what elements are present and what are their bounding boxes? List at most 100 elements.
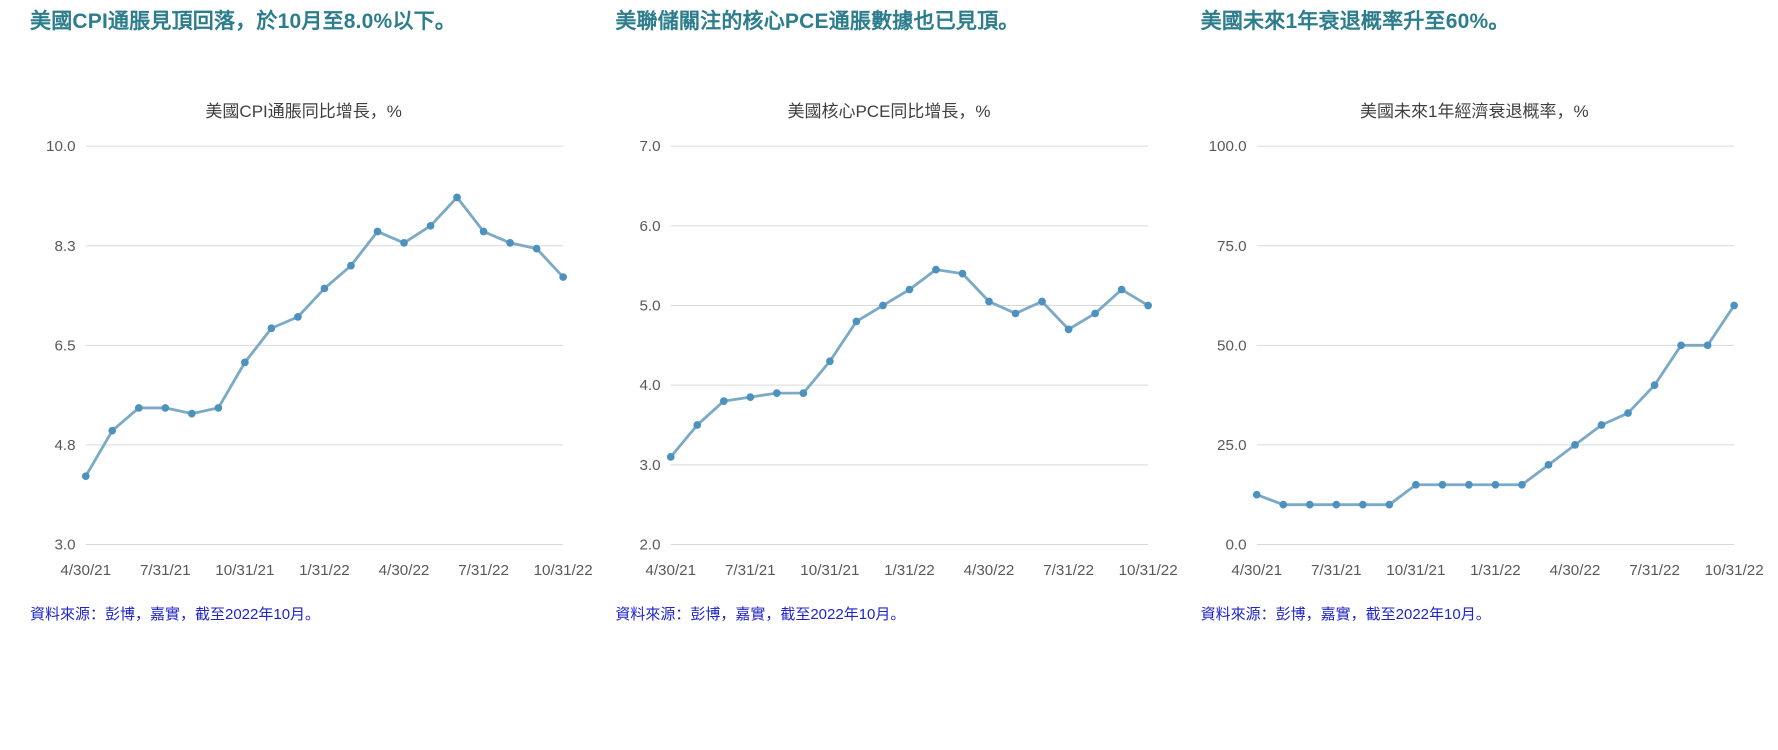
headline-recession-probability: 美國未來1年衰退概率升至60%。 xyxy=(1200,10,1510,33)
data-point-marker xyxy=(1012,309,1020,318)
x-axis-tick-label: 4/30/21 xyxy=(1231,562,1282,579)
x-axis-tick-label: 7/31/21 xyxy=(140,562,191,579)
y-axis-tick-label: 10.0 xyxy=(46,139,76,156)
data-point-marker xyxy=(373,227,382,236)
data-point-marker xyxy=(134,404,143,413)
x-axis-tick-label: 4/30/22 xyxy=(964,562,1015,579)
line-chart-svg: 100.0 75.0 50.0 25.0 0.0 4/30/21 7/31/21 10/31/… xyxy=(1208,139,1763,580)
x-axis-tick-label: 10/31/22 xyxy=(1704,562,1763,579)
x-axis-tick-label: 10/31/22 xyxy=(534,562,593,579)
x-axis-tick-label: 10/31/22 xyxy=(1119,562,1178,579)
data-point-marker xyxy=(1279,501,1287,509)
data-point-marker xyxy=(267,324,276,333)
data-point-marker xyxy=(1358,501,1367,509)
data-point-marker xyxy=(1305,501,1314,509)
x-axis-tick-label: 7/31/22 xyxy=(1044,562,1095,579)
data-point-marker xyxy=(1118,286,1126,294)
y-axis-tick-label: 7.0 xyxy=(640,139,661,156)
data-point-marker xyxy=(187,410,196,418)
panel-recession-probability: 美國未來1年衰退概率升至60%。 美國未來1年經濟衰退概率，% 100.0 75.… xyxy=(1200,8,1764,750)
data-point-marker xyxy=(879,301,888,310)
data-point-marker xyxy=(773,389,782,398)
data-point-marker xyxy=(905,286,914,294)
x-axis-tick-label: 10/31/21 xyxy=(1386,562,1445,579)
headline-cpi: 美國CPI通脹見頂回落，於10月至8.0%以下。 xyxy=(30,10,457,33)
y-axis-tick-label: 2.0 xyxy=(640,537,661,554)
data-point-marker xyxy=(506,239,514,248)
data-point-marker xyxy=(1623,409,1632,418)
data-point-marker xyxy=(1676,341,1685,350)
data-series-line xyxy=(669,268,1150,459)
headline-core-pce: 美聯儲關注的核心PCE通脹數據也已見頂。 xyxy=(615,10,1020,33)
data-point-marker xyxy=(720,397,728,406)
x-axis-tick-label: 7/31/22 xyxy=(1629,562,1680,579)
data-point-marker xyxy=(81,472,90,481)
x-axis-tick-label: 7/31/21 xyxy=(1311,562,1362,579)
data-point-marker xyxy=(479,227,488,236)
data-point-marker xyxy=(108,427,117,435)
y-axis-tick-label: 8.3 xyxy=(54,238,75,255)
source-note-core-pce: 資料來源：彭博，嘉實，截至2022年10月。 xyxy=(615,606,906,624)
data-point-marker xyxy=(852,317,861,326)
data-point-marker xyxy=(1650,381,1659,390)
x-axis-tick-label: 1/31/22 xyxy=(884,562,935,579)
data-point-marker xyxy=(985,297,994,306)
data-point-marker xyxy=(1517,481,1526,489)
data-point-marker xyxy=(532,245,541,253)
data-point-marker xyxy=(1438,481,1446,489)
data-point-marker xyxy=(214,404,223,413)
data-point-marker xyxy=(1065,325,1073,334)
data-point-marker xyxy=(1385,501,1393,509)
y-axis-tick-label: 6.5 xyxy=(54,338,75,355)
recession-probability-line-chart: 100.0 75.0 50.0 25.0 0.0 4/30/21 7/31/21 10/31/… xyxy=(1201,134,1763,585)
y-axis-tick-label: 50.0 xyxy=(1217,338,1247,355)
cpi-line-chart: 10.0 8.3 6.5 4.8 3.0 4/30/21 7/31/21 10/31/21 1/… xyxy=(30,134,593,585)
x-axis-tick-label: 4/30/22 xyxy=(1549,562,1600,579)
y-axis-tick-label: 0.0 xyxy=(1225,537,1246,554)
source-note-recession-probability: 資料來源：彭博，嘉實，截至2022年10月。 xyxy=(1200,606,1491,624)
y-axis-tick-label: 3.0 xyxy=(640,457,661,474)
data-point-marker xyxy=(241,358,249,367)
data-point-marker xyxy=(453,193,461,202)
data-point-marker xyxy=(932,266,941,274)
chart-title-recession-probability: 美國未來1年經濟衰退概率，% xyxy=(1360,102,1589,122)
core-pce-line-chart: 7.0 6.0 5.0 4.0 3.0 2.0 4/30/21 7/31/21 10/31/21… xyxy=(615,134,1178,585)
y-axis-tick-label: 3.0 xyxy=(54,537,75,554)
data-point-marker xyxy=(294,313,302,322)
data-point-marker xyxy=(559,273,567,282)
data-point-marker xyxy=(1464,481,1473,489)
x-axis-tick-label: 4/30/21 xyxy=(646,562,697,579)
data-point-marker xyxy=(400,239,408,248)
data-point-marker xyxy=(1411,481,1420,489)
y-axis-tick-label: 75.0 xyxy=(1217,238,1247,255)
x-axis-tick-label: 10/31/21 xyxy=(801,562,860,579)
y-axis-tick-label: 100.0 xyxy=(1208,139,1246,156)
x-axis-tick-label: 7/31/22 xyxy=(458,562,509,579)
data-series-line xyxy=(84,196,565,478)
panel-core-pce: 美聯儲關注的核心PCE通脹數據也已見頂。 美國核心PCE同比增長，% 7.0 6.… xyxy=(615,8,1178,750)
data-point-marker xyxy=(667,453,675,462)
y-axis-tick-label: 4.0 xyxy=(640,378,661,395)
data-point-marker xyxy=(1038,297,1047,306)
data-point-marker xyxy=(1597,421,1606,430)
data-point-marker xyxy=(1729,301,1738,310)
data-point-marker xyxy=(1491,481,1499,489)
y-axis-tick-label: 25.0 xyxy=(1217,437,1247,454)
source-note-cpi: 資料來源：彭博，嘉實，截至2022年10月。 xyxy=(30,606,321,624)
panel-cpi: 美國CPI通脹見頂回落，於10月至8.0%以下。 美國CPI通脹同比增長，% 1… xyxy=(30,8,593,750)
data-point-marker xyxy=(320,284,329,293)
data-point-marker xyxy=(1570,441,1579,450)
data-point-marker xyxy=(426,222,435,230)
data-point-marker xyxy=(1144,301,1153,310)
data-point-marker xyxy=(1332,501,1340,509)
data-point-marker xyxy=(1544,461,1552,469)
data-point-marker xyxy=(1703,341,1712,350)
y-axis-tick-label: 6.0 xyxy=(640,218,661,235)
line-chart-svg: 7.0 6.0 5.0 4.0 3.0 2.0 4/30/21 7/31/21 10/31/21… xyxy=(640,139,1178,580)
data-point-marker xyxy=(693,421,702,430)
x-axis-tick-label: 1/31/22 xyxy=(1470,562,1521,579)
data-series-line xyxy=(1254,304,1736,507)
data-point-marker xyxy=(958,270,967,278)
x-axis-tick-label: 4/30/22 xyxy=(379,562,430,579)
